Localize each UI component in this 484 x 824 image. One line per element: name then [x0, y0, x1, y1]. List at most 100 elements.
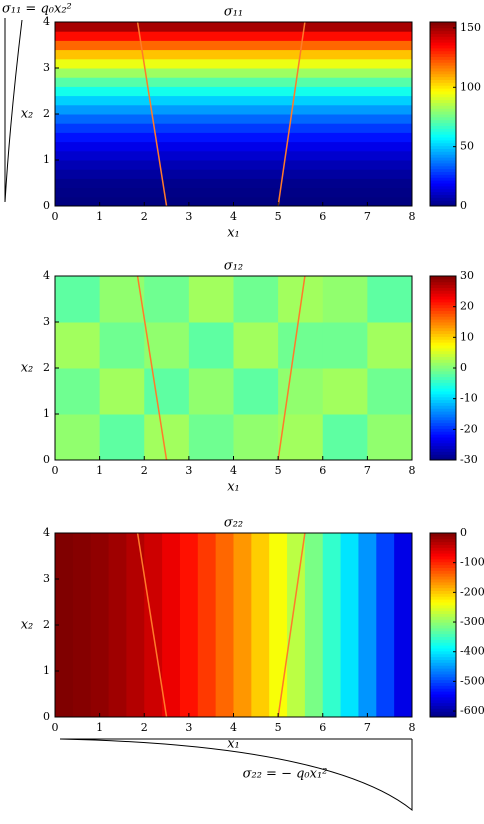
interface-line — [136, 21, 168, 207]
annotation: σ₂₂ = − q₀x₁² — [243, 767, 328, 782]
colorbar-segment — [430, 27, 456, 32]
colorbar-segment — [430, 567, 456, 571]
x-tick-label: 1 — [96, 721, 103, 734]
colorbar-segment — [430, 434, 456, 438]
colorbar-segment — [430, 62, 456, 66]
x-tick-label: 3 — [185, 464, 192, 477]
heat-cell — [55, 104, 413, 115]
heat-cell — [144, 414, 190, 461]
colorbar-segment — [430, 668, 456, 672]
heat-cell — [233, 533, 252, 718]
colorbar-tick-label: -20 — [460, 422, 478, 435]
y-axis-label: x₂ — [21, 107, 34, 122]
colorbar-segment — [430, 45, 456, 49]
colorbar-segment — [430, 454, 456, 458]
heat-cell — [278, 414, 324, 461]
heat-cell — [144, 322, 190, 369]
heat-cell — [278, 276, 324, 323]
x-tick-label: 8 — [409, 464, 416, 477]
colorbar-segment — [430, 185, 456, 190]
colorbar-segment — [430, 345, 456, 349]
chart-title: σ₁₁ — [224, 5, 243, 20]
colorbar-segment — [430, 535, 456, 540]
heat-cell — [197, 533, 217, 718]
colorbar-segment — [430, 174, 456, 178]
heat-cell — [367, 368, 413, 415]
heat-cell — [322, 533, 342, 718]
colorbar-segment — [430, 604, 456, 609]
interface-line — [277, 21, 306, 207]
colorbar-segment — [430, 53, 456, 57]
heat-cell — [108, 533, 127, 718]
heat-cell — [322, 414, 368, 461]
x-tick-label: 3 — [185, 210, 192, 223]
colorbar-segment — [430, 128, 456, 132]
heat-cell — [233, 368, 279, 415]
colorbar-segment — [430, 30, 456, 34]
interface-line — [136, 275, 168, 461]
colorbar-segment — [430, 422, 456, 426]
heat-cell — [179, 533, 199, 718]
heat-cell — [304, 533, 324, 718]
colorbar-segment — [430, 714, 456, 718]
colorbar-segment — [430, 327, 456, 332]
colorbar-segment — [430, 648, 456, 652]
colorbar-segment — [430, 139, 456, 144]
heat-cell — [278, 322, 324, 369]
heat-cell — [144, 368, 190, 415]
colorbar-segment — [430, 171, 456, 175]
colorbar-segment — [430, 42, 456, 46]
y-tick-label: 3 — [43, 572, 50, 585]
colorbar-segment — [430, 581, 456, 586]
colorbar-segment — [430, 59, 456, 63]
colorbar-segment — [430, 391, 456, 395]
heat-cell — [99, 414, 145, 461]
heat-cell — [188, 368, 234, 415]
heat-cell — [99, 322, 145, 369]
colorbar-segment — [430, 696, 456, 701]
colorbar-segment — [430, 622, 456, 626]
colorbar-segment — [430, 596, 456, 600]
colorbar-segment — [430, 457, 456, 461]
x-tick-label: 2 — [141, 464, 148, 477]
colorbar-segment — [430, 99, 456, 103]
x-tick-label: 7 — [364, 210, 371, 223]
colorbar-segment — [430, 180, 456, 184]
colorbar-segment — [430, 350, 456, 355]
colorbar-segment — [430, 310, 456, 314]
heat-cell — [55, 368, 101, 415]
colorbar-segment — [430, 362, 456, 366]
colorbar-segment — [430, 134, 456, 138]
colorbar-segment — [430, 96, 456, 101]
colorbar-segment — [430, 168, 456, 172]
colorbar-segment — [430, 642, 456, 646]
colorbar-segment — [430, 393, 456, 398]
colorbar-segment — [430, 108, 456, 112]
colorbar-segment — [430, 599, 456, 603]
colorbar-segment — [430, 148, 456, 152]
colorbar-segment — [430, 633, 456, 637]
colorbar-segment — [430, 307, 456, 311]
colorbar-segment — [430, 370, 456, 375]
colorbar-segment — [430, 431, 456, 435]
colorbar-segment — [430, 102, 456, 106]
colorbar-segment — [430, 607, 456, 612]
colorbar-segment — [430, 339, 456, 343]
colorbar-segment — [430, 177, 456, 181]
heat-cell — [99, 368, 145, 415]
colorbar-segment — [430, 93, 456, 98]
heat-cell — [55, 169, 413, 179]
colorbar-segment — [430, 656, 456, 660]
colorbar-segment — [430, 541, 456, 545]
heat-cell — [188, 322, 234, 369]
heat-cell — [269, 533, 288, 718]
colorbar-segment — [430, 639, 456, 643]
colorbar-segment — [430, 183, 456, 187]
heat-cell — [55, 123, 413, 133]
colorbar-segment — [430, 284, 456, 288]
y-tick-label: 2 — [43, 361, 50, 374]
y-tick-label: 3 — [43, 315, 50, 328]
colorbar-segment — [430, 691, 456, 695]
colorbar-segment — [430, 550, 456, 554]
x-tick-label: 6 — [319, 464, 326, 477]
